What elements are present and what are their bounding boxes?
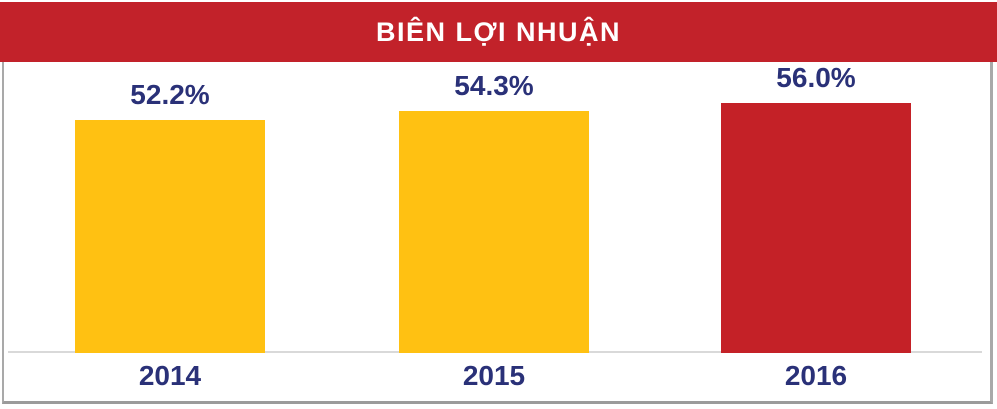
bar-2014: [75, 120, 265, 353]
bar-group-2016: 56.0%: [721, 62, 911, 353]
bar-2016: [721, 103, 911, 353]
chart-title: BIÊN LỢI NHUẬN: [375, 16, 622, 47]
bar-2015: [399, 111, 589, 353]
value-label-2014: 52.2%: [130, 79, 210, 110]
value-label-2015: 54.3%: [454, 70, 534, 101]
value-label-2016: 56.0%: [776, 62, 856, 93]
bar-group-2014: 52.2%: [75, 79, 265, 353]
bar-group-2015: 54.3%: [399, 70, 589, 353]
chart-frame: [2, 6, 993, 404]
chart-title-banner: BIÊN LỢI NHUẬN: [0, 2, 997, 62]
x-tick-label-2014: 2014: [138, 360, 202, 391]
x-tick-label-2015: 2015: [462, 360, 526, 391]
x-tick-label-2016: 2016: [784, 360, 848, 391]
